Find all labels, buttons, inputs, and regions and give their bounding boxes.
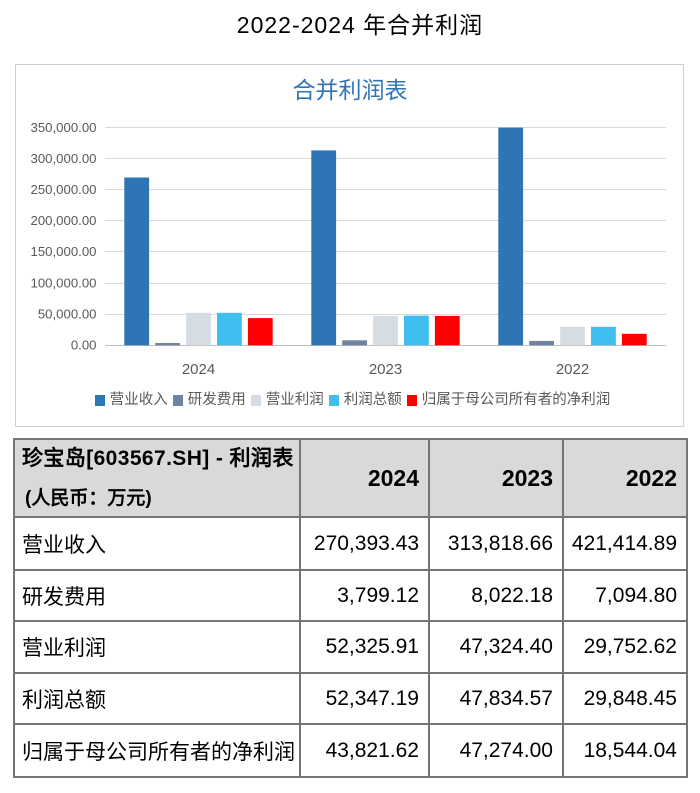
svg-text:0.00: 0.00 <box>71 338 97 353</box>
svg-text:2024: 2024 <box>182 361 215 378</box>
svg-text:2022: 2022 <box>556 361 589 378</box>
svg-text:2023: 2023 <box>369 361 402 378</box>
svg-text:200,000.00: 200,000.00 <box>30 213 96 228</box>
svg-text:150,000.00: 150,000.00 <box>30 244 96 259</box>
svg-text:350,000.00: 350,000.00 <box>30 120 96 135</box>
svg-text:50,000.00: 50,000.00 <box>38 306 97 321</box>
svg-text:250,000.00: 250,000.00 <box>30 182 96 197</box>
svg-text:300,000.00: 300,000.00 <box>30 151 96 166</box>
svg-text:100,000.00: 100,000.00 <box>30 275 96 290</box>
